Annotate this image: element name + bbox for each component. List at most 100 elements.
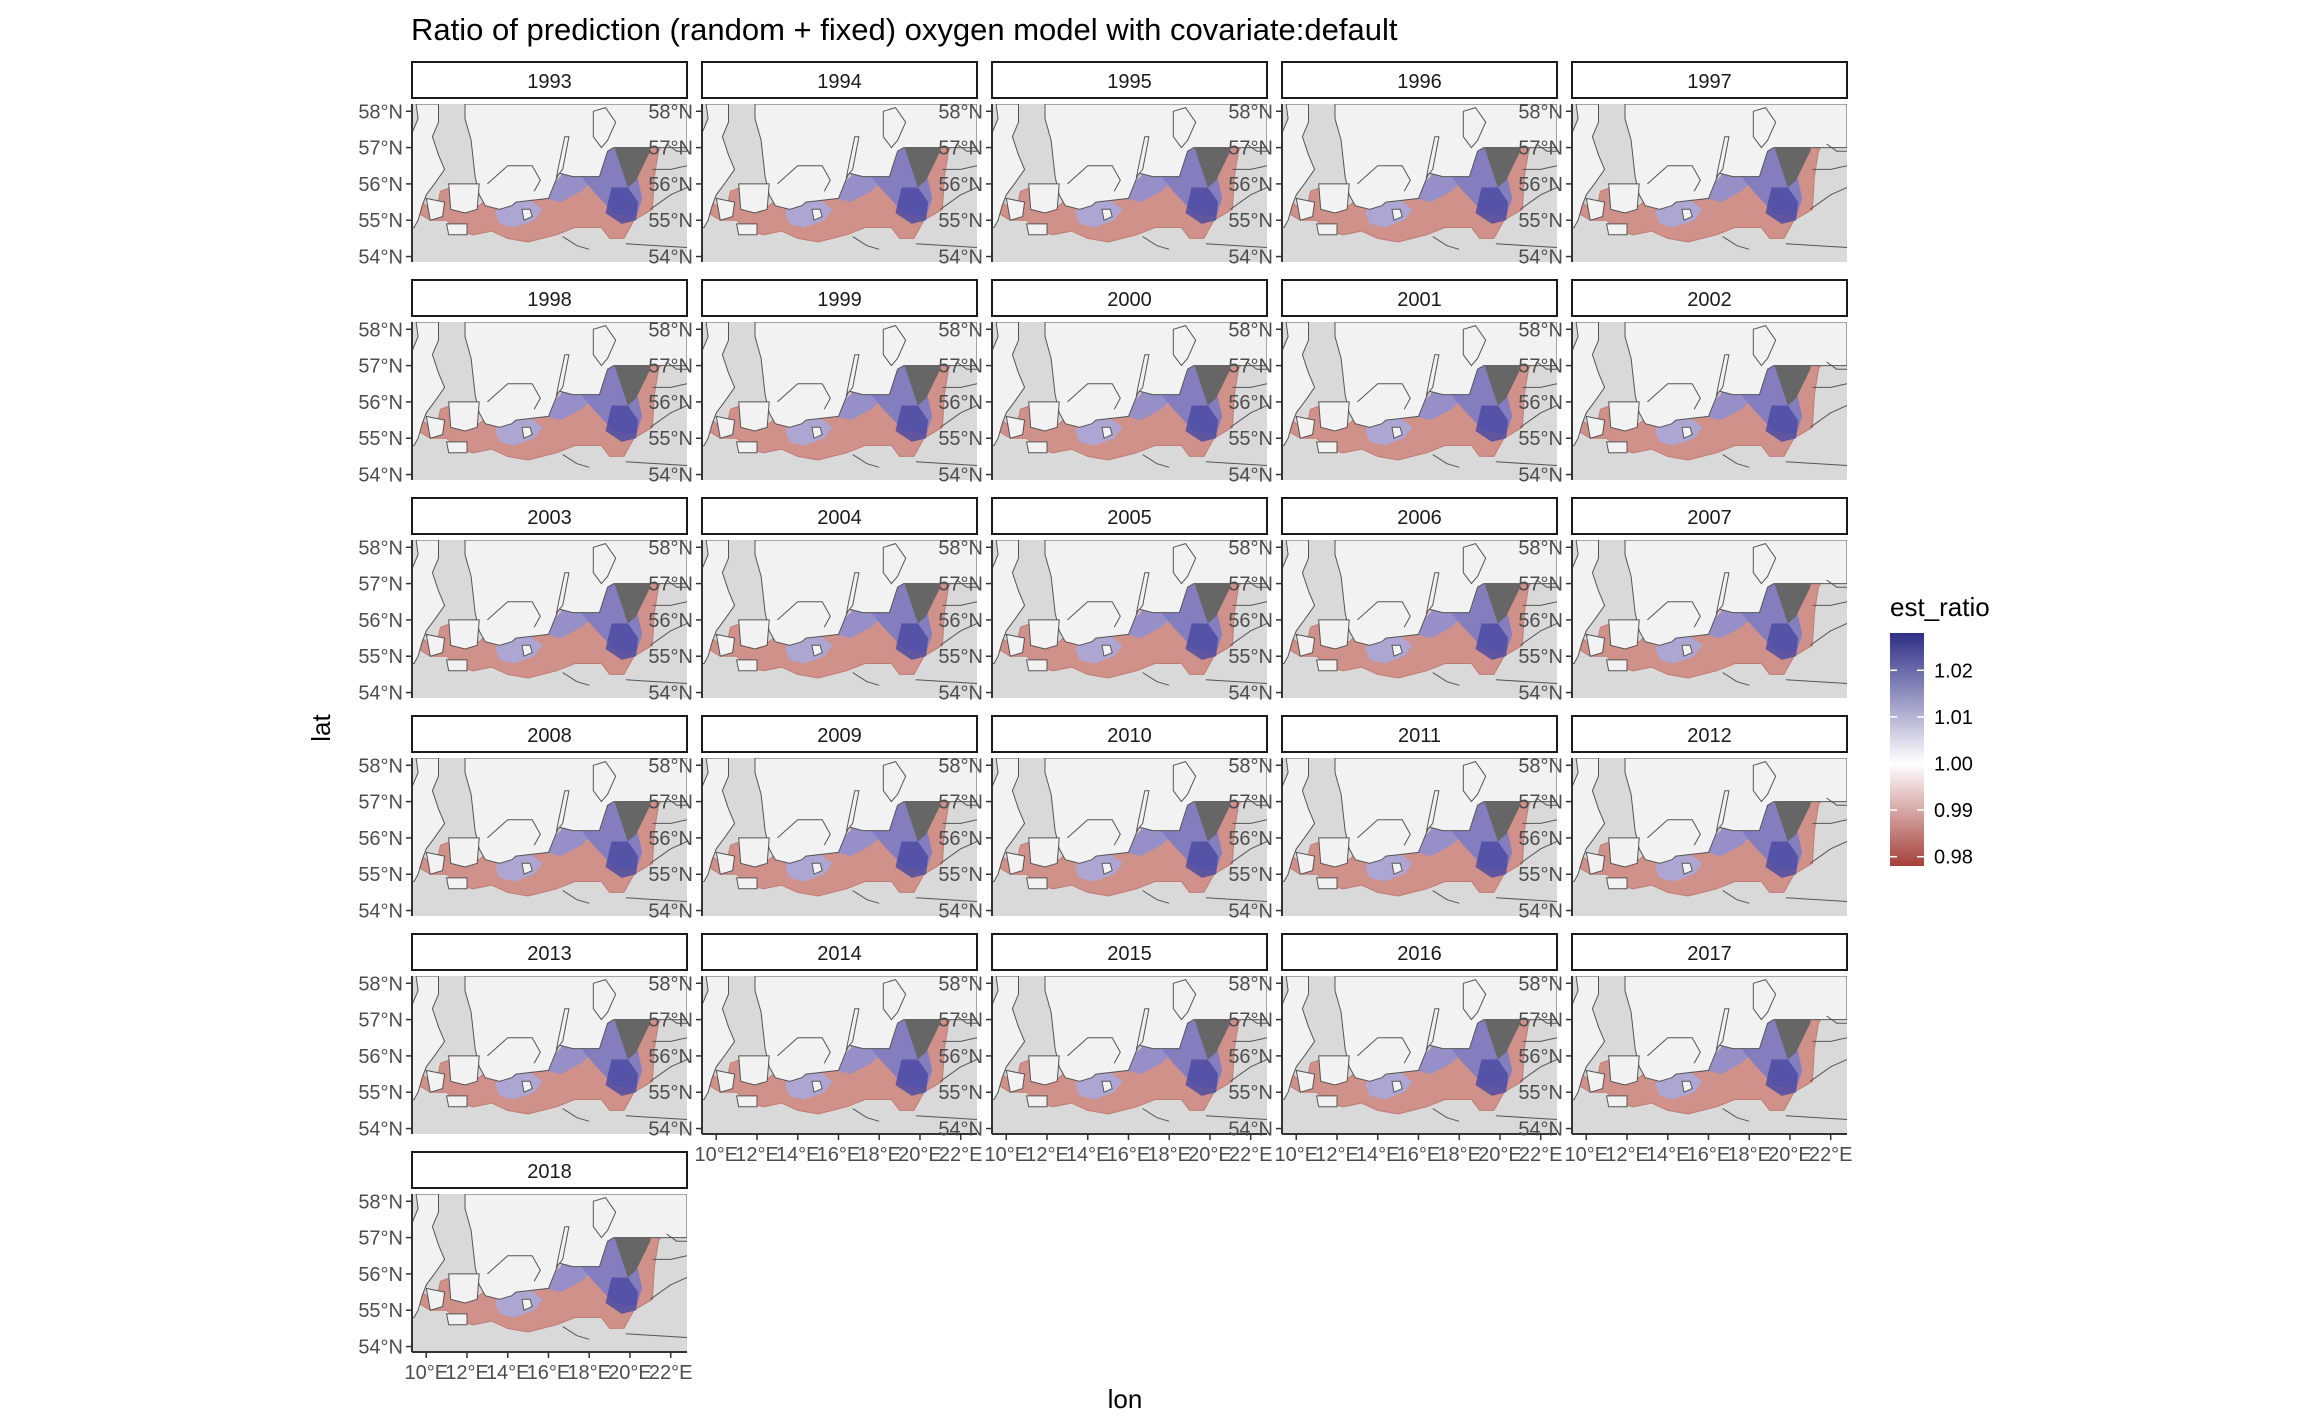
facet-panel: 1993 54°N 55°N 56°N 57°N 58°N [358,61,688,269]
y-tick-label: 57°N [1228,356,1273,378]
border-line [652,819,687,824]
x-tick-label: 20°E [1188,1144,1232,1166]
border-line [1810,405,1847,428]
y-tick-label: 54°N [938,901,983,923]
land-polygon [735,877,758,890]
land-polygon [811,1080,823,1093]
border-line [650,405,687,428]
y-tick-label: 57°N [358,356,403,378]
land-polygon [412,540,446,664]
facet-panel: 2006 54°N 55°N 56°N 57°N 58°N [1228,497,1558,705]
border-line [956,361,977,370]
land-polygon [1282,322,1316,446]
y-tick-label: 58°N [938,319,983,341]
border-line [1230,187,1267,210]
y-tick-label: 56°N [1228,174,1273,196]
border-line [652,1037,687,1042]
border-line [562,1108,590,1122]
y-tick-label: 54°N [648,901,693,923]
facet-label: 1995 [1107,71,1152,93]
x-tick-label: 14°E [1066,1144,1110,1166]
y-tick-label: 57°N [1228,792,1273,814]
y-tick-label: 57°N [358,138,403,160]
land-polygon [735,659,758,672]
y-tick-label: 58°N [358,755,403,777]
y-tick-label: 56°N [1228,392,1273,414]
y-tick-label: 57°N [358,792,403,814]
y-tick-label: 55°N [1228,864,1273,886]
facet-label: 1998 [527,289,572,311]
border-line [1232,819,1267,824]
land-polygon [1318,837,1350,868]
land-polygon [592,543,617,585]
border-line [1785,243,1847,248]
land-polygon [1295,633,1316,657]
land-polygon [1025,223,1048,236]
land-polygon [1135,790,1150,833]
land-polygon [735,441,758,454]
y-tick-label: 55°N [648,210,693,232]
land-polygon [464,322,687,428]
y-tick-label: 55°N [358,864,403,886]
border-line [1522,601,1557,606]
y-tick-label: 57°N [648,1010,693,1032]
y-tick-label: 55°N [938,210,983,232]
y-tick-label: 55°N [1518,210,1563,232]
facet-strip [411,715,688,753]
x-tick-label: 10°E [1274,1144,1318,1166]
x-tick-label: 16°E [817,1144,861,1166]
land-polygon [738,401,770,432]
land-polygon [845,354,860,397]
x-tick-label: 16°E [1107,1144,1151,1166]
land-polygon [738,183,770,214]
land-polygon [592,107,617,149]
land-polygon [1425,572,1440,615]
x-tick-label: 10°E [404,1362,448,1384]
border-line [852,236,880,250]
y-tick-label: 56°N [938,828,983,850]
land-polygon [555,572,570,615]
border-line [1520,1059,1557,1082]
x-tick-label: 18°E [1437,1144,1481,1166]
border-line [915,1115,977,1120]
land-polygon [1572,976,1606,1100]
land-polygon [448,183,480,214]
land-polygon [1135,572,1150,615]
border-line [1785,461,1847,466]
land-polygon [521,1298,533,1311]
y-tick-label: 57°N [1518,574,1563,596]
y-tick-label: 56°N [648,828,693,850]
border-line [1520,841,1557,864]
facet-strip [991,497,1268,535]
land-polygon [1044,322,1267,428]
facet-strip [1571,497,1848,535]
facet-map [1282,104,1557,262]
y-tick-label: 55°N [648,646,693,668]
facet-strip [701,933,978,971]
land-polygon [1715,136,1730,179]
facet-panel: 2002 54°N 55°N 56°N 57°N 58°N [1518,279,1848,487]
land-polygon [811,208,823,221]
land-polygon [1025,441,1048,454]
color-legend: est_ratio 0.98 0.99 1.00 1.01 1.02 [1890,592,1990,869]
facet-strip [701,497,978,535]
y-tick-label: 57°N [648,574,693,596]
land-polygon [1172,107,1197,149]
border-line [956,143,977,152]
y-tick-label: 57°N [1518,1010,1563,1032]
facet-panel: 2017 54°N 55°N 56°N 57°N 58°N 10°E12°E14°E16°E… [1518,933,1853,1166]
border-line [1522,383,1557,388]
facet-label: 2009 [817,725,862,747]
facet-panel: 2015 54°N 55°N 56°N 57°N 58°N 10°E12°E14°E16°E… [938,933,1273,1166]
x-tick-label: 20°E [608,1362,652,1384]
land-polygon [445,659,468,672]
land-polygon [1425,136,1440,179]
x-tick-label: 12°E [1315,1144,1359,1166]
land-polygon [1391,644,1403,657]
y-tick-label: 56°N [938,1046,983,1068]
border-line [1205,897,1267,902]
y-tick-label: 56°N [1518,1046,1563,1068]
land-polygon [992,976,1026,1100]
land-polygon [715,197,736,221]
facet-strip [701,715,978,753]
